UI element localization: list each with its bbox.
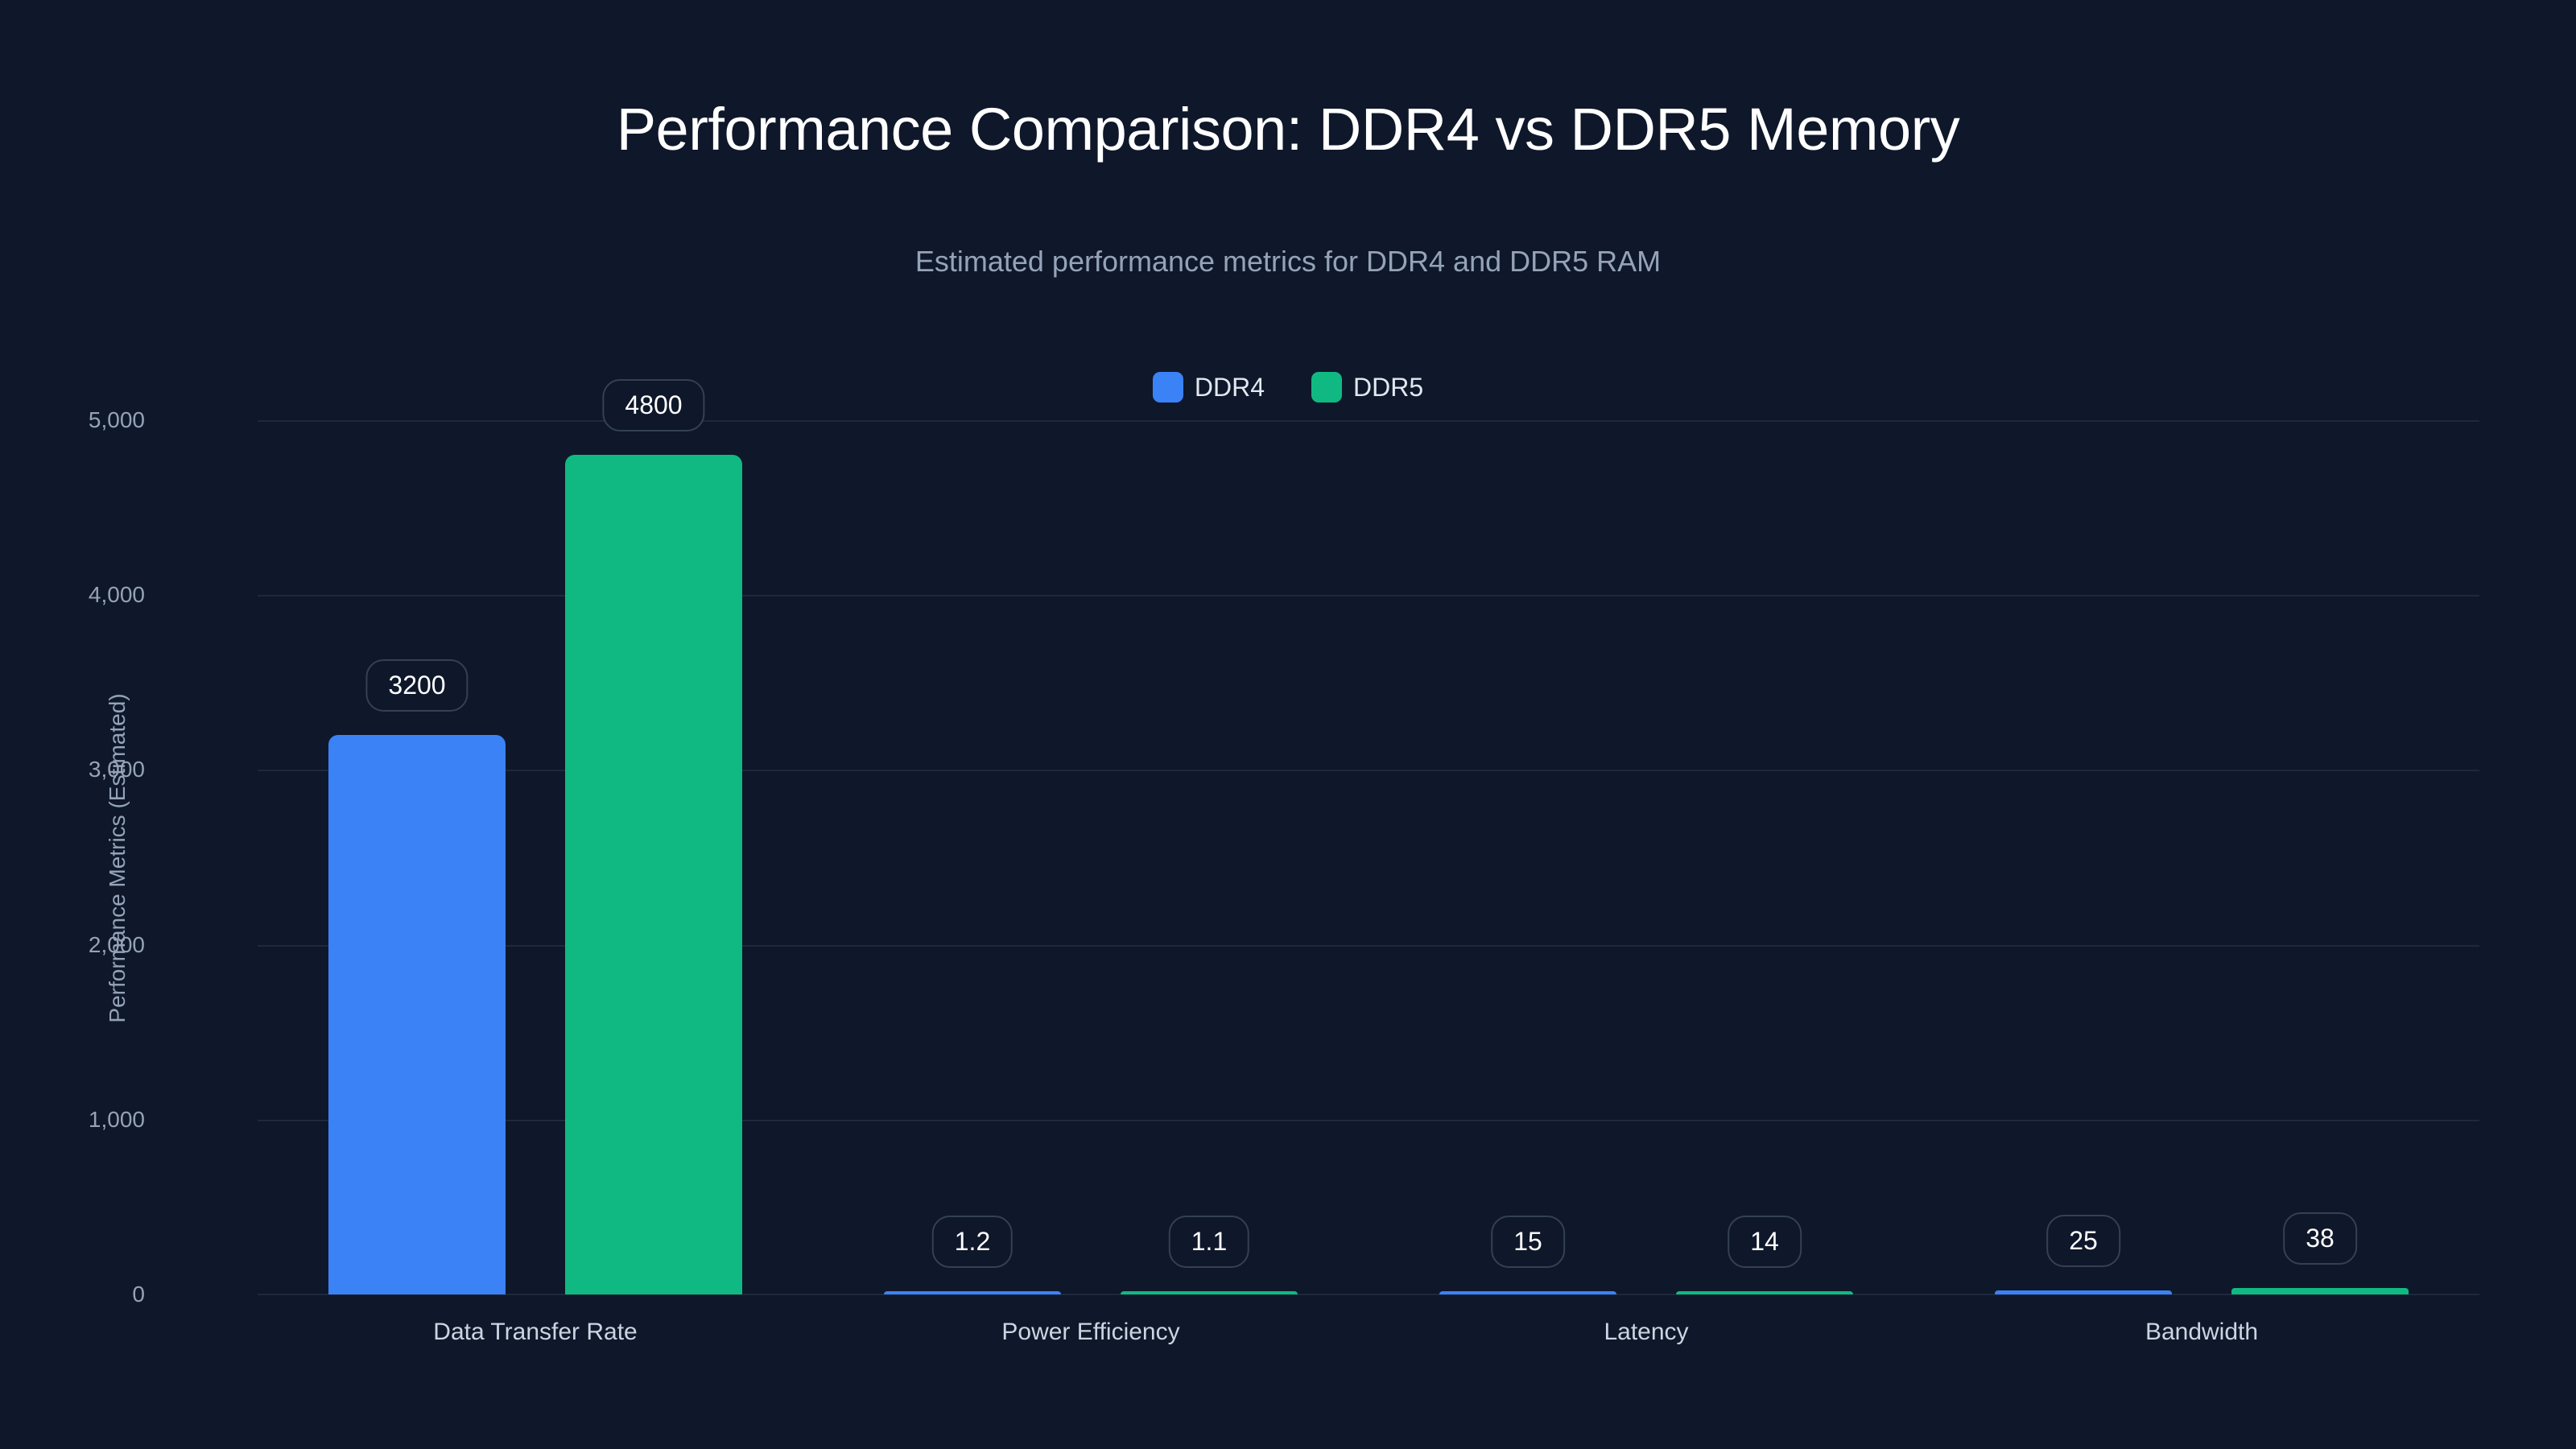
legend-swatch-ddr5-icon: [1311, 372, 1342, 402]
bar-value-label: 1.1: [1168, 1216, 1250, 1268]
bar-value-label: 4800: [602, 379, 705, 432]
x-tick-label: Power Efficiency: [1001, 1319, 1180, 1345]
bar-ddr5[interactable]: [1676, 1291, 1853, 1294]
y-axis-label: Performance Metrics (Estimated): [105, 693, 130, 1023]
bar-ddr5[interactable]: [2231, 1287, 2409, 1294]
x-tick-label: Data Transfer Rate: [433, 1319, 638, 1345]
bar-ddr5[interactable]: [1121, 1291, 1298, 1294]
bar-value-label: 38: [2283, 1212, 2357, 1265]
chart-title: Performance Comparison: DDR4 vs DDR5 Mem…: [616, 96, 1960, 163]
x-axis-baseline: [258, 1294, 2479, 1295]
x-tick-label: Bandwidth: [2145, 1319, 2259, 1345]
y-tick-label: 5,000: [88, 407, 145, 432]
legend-label: DDR5: [1353, 372, 1424, 402]
bar-value-label: 3200: [365, 658, 469, 712]
bar-value-label: 25: [2046, 1214, 2120, 1267]
bar-ddr4[interactable]: [884, 1291, 1061, 1294]
y-tick-label: 4,000: [88, 582, 145, 607]
legend-item-ddr4[interactable]: DDR4: [1152, 372, 1265, 402]
bar-value-label: 15: [1491, 1216, 1565, 1268]
bar-ddr4[interactable]: [328, 734, 506, 1294]
y-tick-label: 1,000: [88, 1107, 145, 1132]
gridline: [258, 945, 2479, 947]
y-tick-label: 3,000: [88, 757, 145, 782]
plot-area: 5,000 4,000 3,000 2,000 1,000 0 3200 4800…: [89, 379, 2479, 1345]
bar-value-label: 14: [1728, 1216, 1802, 1268]
y-tick-label: 2,000: [88, 932, 145, 957]
legend-swatch-ddr4-icon: [1152, 372, 1183, 402]
chart-subtitle: Estimated performance metrics for DDR4 a…: [914, 245, 1662, 278]
gridline: [258, 420, 2479, 422]
gridline: [258, 770, 2479, 771]
gridline: [258, 1120, 2479, 1121]
legend-item-ddr5[interactable]: DDR5: [1311, 372, 1423, 402]
y-tick-label: 0: [132, 1282, 145, 1307]
bar-ddr5[interactable]: [565, 455, 742, 1294]
legend: DDR4 DDR5: [0, 372, 2576, 402]
gridline: [258, 595, 2479, 597]
legend-label: DDR4: [1194, 372, 1265, 402]
bar-ddr4[interactable]: [1439, 1291, 1616, 1294]
bar-value-label: 1.2: [931, 1216, 1013, 1268]
x-tick-label: Latency: [1604, 1319, 1689, 1345]
bar-ddr4[interactable]: [1995, 1290, 2172, 1294]
